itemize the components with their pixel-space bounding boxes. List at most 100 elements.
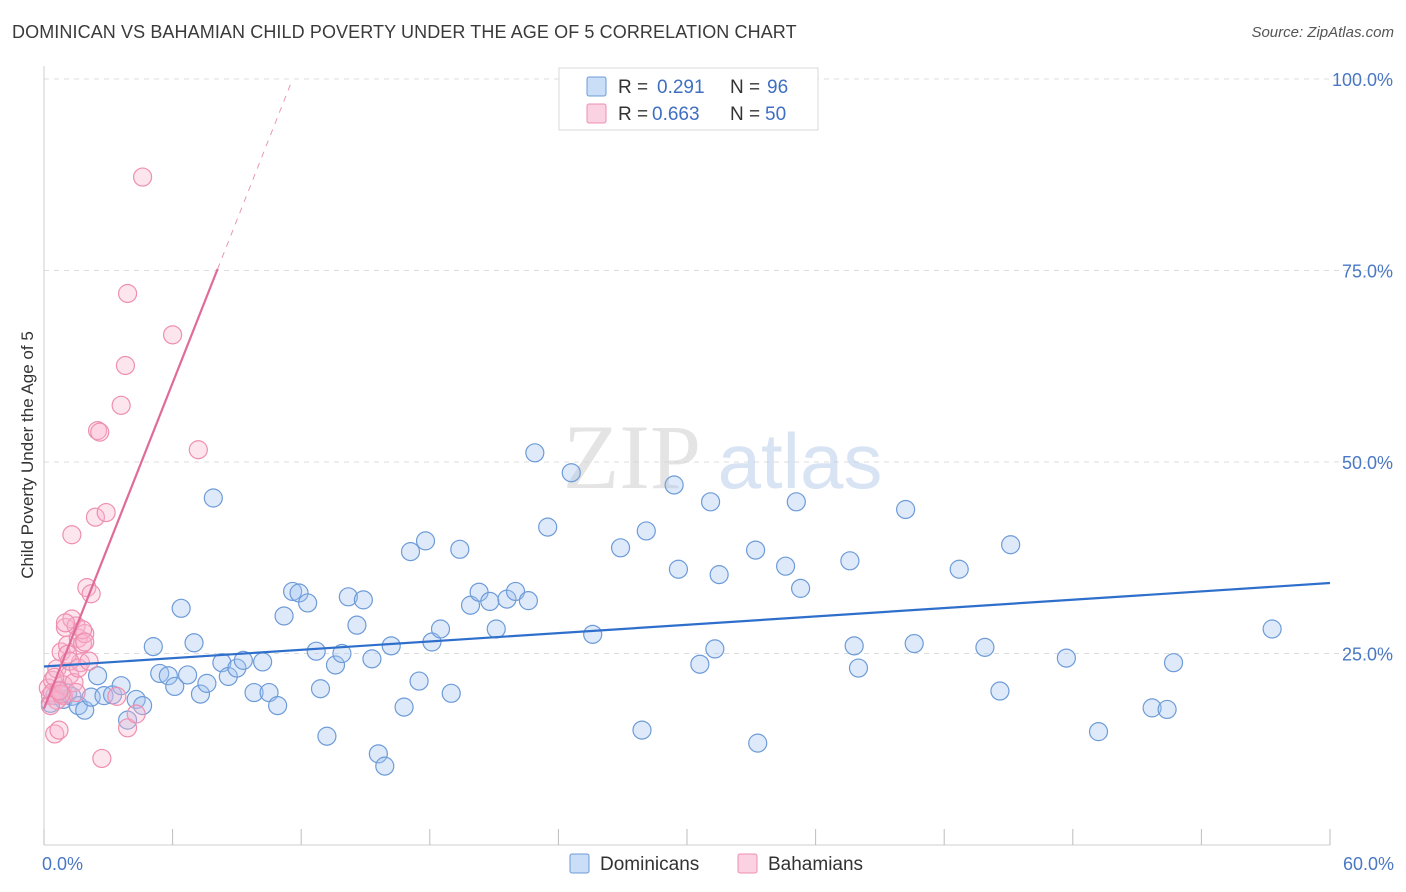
- legend-swatch-bahamians: [586, 103, 607, 124]
- y-tick-label-1: 50.0%: [1342, 453, 1393, 473]
- legend-r-label-dominicans: R =: [618, 77, 648, 98]
- legend-swatch-dominicans: [586, 76, 607, 97]
- bahamian-point-38: [66, 682, 86, 703]
- legend-r-value-dominicans: 0.291: [657, 77, 705, 98]
- dominican-point-65: [525, 443, 545, 463]
- trendline-bahamians-extension: [217, 84, 291, 270]
- dominican-point-68: [583, 624, 603, 644]
- dominican-point-61: [486, 619, 506, 639]
- dominican-point-74: [690, 654, 710, 674]
- bahamian-point-22: [92, 748, 112, 769]
- trendline-dominicans: [43, 581, 1331, 668]
- dominican-point-76: [705, 639, 725, 659]
- dominican-point-34: [274, 606, 294, 626]
- dominican-point-42: [332, 643, 352, 664]
- dominican-point-85: [848, 658, 869, 678]
- legend-n-value-dominicans: 96: [767, 77, 788, 98]
- bahamians-points: [38, 167, 208, 769]
- dominican-point-28: [227, 658, 247, 678]
- bahamian-point-19: [85, 507, 106, 527]
- dominican-point-84: [844, 636, 864, 656]
- bottom-legend-label-dominicans: Dominicans: [600, 854, 699, 875]
- dominican-point-24: [197, 673, 217, 693]
- dominican-point-31: [253, 652, 273, 672]
- bahamian-point-31: [163, 325, 183, 345]
- dominican-point-16: [143, 637, 163, 657]
- legend-correlation: R = 0.291 N = 96 R = 0.663 N = 50: [558, 67, 819, 131]
- bottom-legend-swatch-dominicans: [569, 853, 590, 874]
- dominican-point-79: [748, 733, 768, 753]
- dominican-point-52: [409, 671, 429, 691]
- chart-title: DOMINICAN VS BAHAMIAN CHILD POVERTY UNDE…: [12, 22, 797, 42]
- dominican-point-91: [1001, 535, 1021, 555]
- bahamian-point-29: [126, 704, 146, 724]
- bahamian-point-24: [107, 686, 127, 706]
- dominican-point-69: [610, 538, 631, 558]
- dominican-point-45: [353, 590, 373, 610]
- dominican-point-64: [518, 591, 538, 611]
- dominican-point-51: [400, 542, 421, 562]
- dominican-point-87: [904, 633, 924, 654]
- bahamian-point-30: [132, 167, 153, 187]
- dominican-point-88: [949, 559, 969, 579]
- dominicans-points: [40, 443, 1282, 776]
- x-tick-max: 60.0%: [1343, 854, 1394, 874]
- x-tick-labels: 0.0% 60.0%: [42, 854, 1394, 874]
- dominican-point-73: [668, 559, 689, 579]
- dominican-point-75: [700, 492, 721, 512]
- bahamian-point-32: [188, 440, 208, 460]
- bahamian-point-25: [111, 395, 131, 415]
- dominican-point-37: [298, 593, 318, 613]
- legend-n-value-bahamians: 50: [765, 104, 786, 125]
- y-tick-label-2: 75.0%: [1342, 262, 1393, 282]
- dominican-point-97: [1262, 619, 1282, 639]
- y-tick-label-3: 100.0%: [1332, 70, 1393, 90]
- bahamian-point-21: [90, 422, 110, 442]
- dominican-point-93: [1088, 722, 1109, 742]
- dominican-point-70: [632, 720, 652, 740]
- dominican-point-35: [283, 581, 303, 602]
- dominican-point-86: [896, 499, 916, 520]
- dominican-point-41: [325, 655, 346, 675]
- legend-r-label-bahamians: R =: [618, 104, 648, 125]
- bahamian-point-23: [96, 502, 116, 523]
- bahamian-point-27: [117, 283, 138, 304]
- dominican-point-40: [317, 726, 337, 746]
- dominican-point-92: [1056, 648, 1076, 668]
- dominican-point-22: [184, 633, 204, 653]
- dominican-point-56: [441, 683, 461, 703]
- dominican-point-53: [415, 531, 436, 551]
- dominican-point-67: [561, 463, 581, 483]
- dominican-point-30: [244, 682, 264, 703]
- dominican-point-20: [171, 598, 191, 618]
- dominican-point-39: [310, 679, 331, 699]
- dominican-point-29: [233, 650, 253, 670]
- dominican-point-19: [165, 676, 185, 697]
- chart-source: Source: ZipAtlas.com: [1251, 24, 1394, 41]
- dominican-point-57: [450, 539, 470, 559]
- dominican-point-49: [381, 636, 401, 656]
- trendlines: [42, 84, 1331, 710]
- dominican-point-83: [840, 551, 860, 571]
- axes: [43, 66, 1331, 846]
- dominican-point-71: [636, 521, 656, 541]
- x-tick-min: 0.0%: [42, 854, 83, 874]
- bottom-legend-label-bahamians: Bahamians: [768, 854, 863, 875]
- legend-r-value-bahamians: 0.663: [652, 104, 700, 125]
- legend-n-label-dominicans: N =: [730, 77, 760, 98]
- watermark-zip: ZIP: [563, 406, 701, 508]
- watermark: ZIP atlas: [563, 406, 882, 508]
- dominican-point-90: [990, 681, 1010, 701]
- dominican-point-33: [268, 695, 288, 716]
- dominican-point-43: [338, 587, 358, 607]
- dominican-point-80: [775, 556, 796, 576]
- gridlines: [44, 78, 1392, 654]
- legend-n-label-bahamians: N =: [730, 104, 760, 125]
- bahamian-point-46: [79, 651, 99, 671]
- bahamian-point-28: [117, 718, 138, 738]
- bahamian-point-5: [49, 720, 69, 740]
- dominican-point-89: [975, 637, 995, 657]
- dominican-point-94: [1142, 698, 1162, 718]
- watermark-atlas: atlas: [718, 417, 883, 505]
- dominican-point-50: [394, 697, 414, 717]
